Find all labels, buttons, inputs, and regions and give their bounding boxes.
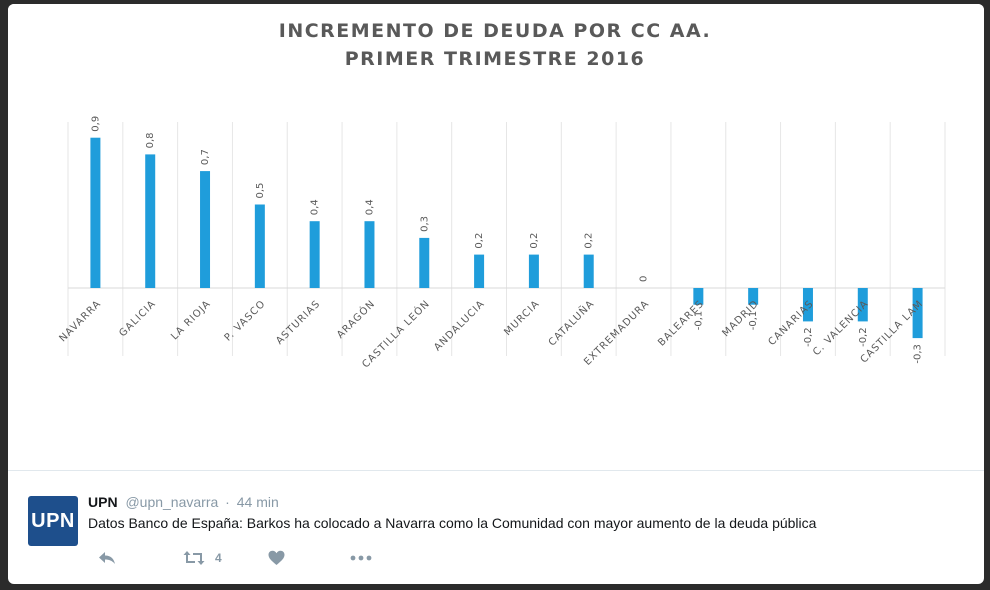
tweet: UPN UPN @upn_navarra · 44 min Datos Banc… [8, 471, 984, 584]
bar [364, 221, 375, 288]
user-name[interactable]: UPN [88, 494, 118, 510]
data-label: 0,2 [529, 233, 540, 249]
category-label: CATALUÑA [545, 297, 597, 349]
data-label: 0,9 [90, 116, 101, 132]
reply-icon [99, 552, 115, 564]
data-label: 0,2 [584, 233, 595, 249]
bar [309, 221, 320, 288]
bar [693, 288, 704, 305]
retweet-button[interactable]: 4 [183, 547, 222, 569]
more-button[interactable] [350, 547, 372, 569]
tweet-card: INCREMENTO DE DEUDA POR CC AA. PRIMER TR… [8, 4, 984, 584]
tweet-header: UPN @upn_navarra · 44 min [88, 494, 279, 510]
bar [857, 288, 868, 322]
category-label: ASTURIAS [274, 298, 323, 347]
tweet-actions: 4 [88, 547, 488, 569]
data-label: 0,8 [145, 132, 156, 148]
chart-title-line-2: PRIMER TRIMESTRE 2016 [345, 48, 646, 70]
data-label: 0,4 [310, 199, 321, 215]
category-label: GALICIA [117, 298, 158, 339]
bar [145, 154, 156, 288]
more-icon [350, 555, 372, 561]
reply-button[interactable] [98, 547, 116, 569]
separator: · [225, 494, 230, 510]
bar [474, 254, 485, 288]
category-label: ARAGÓN [334, 297, 378, 341]
data-label: -0,2 [858, 327, 869, 347]
data-label: -0,3 [913, 344, 924, 364]
data-label: 0,2 [474, 233, 485, 249]
chart-title-line-1: INCREMENTO DE DEUDA POR CC AA. [279, 20, 711, 42]
category-label: LA RIOJA [169, 298, 213, 342]
chart-image[interactable]: INCREMENTO DE DEUDA POR CC AA. PRIMER TR… [8, 4, 984, 470]
bar [583, 254, 594, 288]
data-label: -0,1 [693, 311, 704, 331]
data-label: 0 [639, 276, 650, 282]
divider [8, 470, 984, 471]
data-label: 0,4 [364, 199, 375, 215]
bar [802, 288, 813, 322]
category-label: MURCIA [502, 298, 542, 338]
data-label: 0,3 [419, 216, 430, 232]
bar [200, 171, 211, 288]
bar [528, 254, 539, 288]
data-label: -0,1 [748, 311, 759, 331]
bar [748, 288, 759, 305]
bar [90, 137, 101, 288]
timestamp[interactable]: 44 min [236, 494, 279, 510]
like-button[interactable] [268, 547, 285, 569]
data-label: -0,2 [803, 327, 814, 347]
category-label: ANDALUCIA [432, 298, 487, 353]
debt-chart: INCREMENTO DE DEUDA POR CC AA. PRIMER TR… [58, 20, 946, 370]
retweet-count: 4 [215, 551, 222, 565]
bar [419, 237, 430, 288]
bar [254, 204, 265, 288]
tweet-text: Datos Banco de España: Barkos ha colocad… [88, 515, 817, 531]
category-label: NAVARRA [58, 298, 104, 344]
like-icon [268, 550, 285, 565]
user-handle[interactable]: @upn_navarra [125, 494, 219, 510]
category-label: P. VASCO [223, 298, 268, 343]
data-label: 0,5 [255, 183, 266, 199]
avatar[interactable]: UPN [28, 496, 78, 546]
bar [912, 288, 923, 339]
data-label: 0,7 [200, 149, 211, 165]
retweet-icon [183, 551, 205, 565]
